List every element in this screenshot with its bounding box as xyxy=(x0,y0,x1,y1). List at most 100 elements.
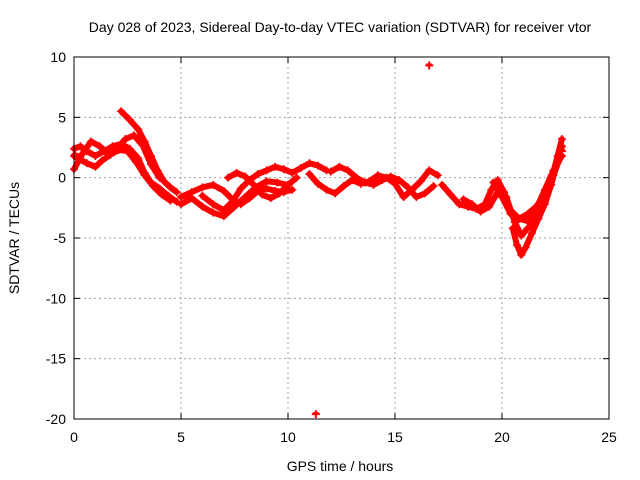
sdtvar-point xyxy=(517,250,526,259)
sdtvar-point xyxy=(512,241,521,250)
x-tick-label: 20 xyxy=(494,429,510,445)
sdtvar-outlier-point xyxy=(557,147,566,156)
sdtvar-point xyxy=(117,107,126,116)
sdtvar-point xyxy=(305,170,314,179)
sdtvar-point xyxy=(446,190,455,199)
x-tick-label: 5 xyxy=(177,429,185,445)
sdtvar-point xyxy=(343,166,352,175)
sdtvar-point xyxy=(517,231,526,240)
sdtvar-point xyxy=(326,167,335,176)
sdtvar-point xyxy=(433,171,442,180)
sdtvar-point xyxy=(95,142,104,151)
sdtvar-point xyxy=(177,200,185,209)
y-tick-label: -5 xyxy=(54,230,67,246)
sdtvar-point xyxy=(284,180,292,189)
data-layer xyxy=(70,61,566,419)
sdtvar-point xyxy=(159,177,168,186)
sdtvar-point xyxy=(166,196,175,205)
sdtvar-point xyxy=(339,182,348,191)
y-tick-label: 0 xyxy=(58,170,66,186)
sdtvar-point xyxy=(219,186,228,195)
sdtvar-point xyxy=(489,178,498,187)
sdtvar-point xyxy=(198,183,207,192)
sdtvar-point xyxy=(275,189,284,198)
sdtvar-point xyxy=(262,184,271,193)
y-axis-label: SDTVAR / TECUs xyxy=(6,182,22,294)
sdtvar-point xyxy=(209,180,218,189)
sdtvar-point xyxy=(534,214,543,223)
sdtvar-point xyxy=(97,156,106,165)
sdtvar-point xyxy=(549,166,558,175)
sdtvar-point xyxy=(498,192,506,201)
sdtvar-point xyxy=(187,194,196,203)
sdtvar-point xyxy=(305,159,314,168)
sdtvar-point xyxy=(523,224,532,233)
sdtvar-point xyxy=(322,185,331,194)
sdtvar-track-9 xyxy=(306,167,441,200)
sdtvar-point xyxy=(157,190,166,199)
x-tick-label: 25 xyxy=(601,429,617,445)
sdtvar-point xyxy=(254,170,263,179)
sdtvar-point xyxy=(506,209,515,218)
chart-title: Day 028 of 2023, Sidereal Day-to-day VTE… xyxy=(89,19,592,35)
sdtvar-point xyxy=(112,144,121,153)
sdtvar-point xyxy=(540,200,549,209)
sdtvar-point xyxy=(420,189,429,198)
sdtvar-point xyxy=(104,149,113,158)
sdtvar-point xyxy=(232,168,241,177)
sdtvar-point xyxy=(361,178,370,187)
sdtvar-point xyxy=(399,192,408,201)
sdtvar-point xyxy=(485,202,494,211)
sdtvar-point xyxy=(416,177,425,186)
sdtvar-point xyxy=(78,149,87,158)
sdtvar-point xyxy=(373,171,382,180)
sdtvar-point xyxy=(352,173,361,182)
x-axis-label: GPS time / hours xyxy=(287,458,394,474)
sdtvar-point xyxy=(262,177,271,186)
sdtvar-point xyxy=(292,173,301,182)
sdtvar-point xyxy=(177,192,185,201)
sdtvar-point xyxy=(249,180,258,189)
sdtvar-point xyxy=(557,135,566,144)
sdtvar-outlier-point xyxy=(71,150,80,159)
sdtvar-point xyxy=(76,142,85,151)
sdtvar-point xyxy=(476,207,485,216)
sdtvar-point xyxy=(209,208,218,217)
y-tick-label: -10 xyxy=(46,290,66,306)
sdtvar-point xyxy=(279,165,288,174)
sdtvar-point xyxy=(395,176,404,185)
sdtvar-point xyxy=(521,243,530,252)
sdtvar-point xyxy=(228,197,237,206)
sdtvar-point xyxy=(262,166,271,175)
sdtvar-point xyxy=(386,172,395,181)
x-tick-label: 0 xyxy=(70,429,78,445)
sdtvar-point xyxy=(459,195,468,204)
sdtvar-point xyxy=(134,125,143,134)
sdtvar-point xyxy=(296,164,305,173)
sdtvar-point xyxy=(527,229,536,238)
sdtvar-point xyxy=(166,183,175,192)
sdtvar-point xyxy=(147,160,156,169)
y-tick-label: -20 xyxy=(46,411,66,427)
sdtvar-point xyxy=(121,135,130,144)
sdtvar-point xyxy=(241,192,250,201)
sdtvar-point xyxy=(219,206,228,215)
sdtvar-point xyxy=(125,115,134,124)
sdtvar-point xyxy=(271,162,280,171)
sdtvar-point xyxy=(508,224,517,233)
sdtvar-point xyxy=(438,180,447,189)
sdtvar-point xyxy=(523,217,532,226)
sdtvar-point xyxy=(209,200,218,209)
sdtvar-point xyxy=(241,172,250,181)
tick-layer: 0 5 10 15 20 25 -20 -15 -10 -5 0 5 10 xyxy=(46,49,617,445)
sdtvar-point xyxy=(313,161,322,170)
sdtvar-point xyxy=(273,178,282,187)
sdtvar-point xyxy=(331,189,340,198)
sdtvar-point xyxy=(91,162,100,171)
sdtvar-point xyxy=(313,179,322,188)
y-tick-label: 10 xyxy=(50,49,66,65)
sdtvar-point xyxy=(91,151,100,160)
sdtvar-point xyxy=(132,157,141,166)
sdtvar-point xyxy=(540,185,549,194)
